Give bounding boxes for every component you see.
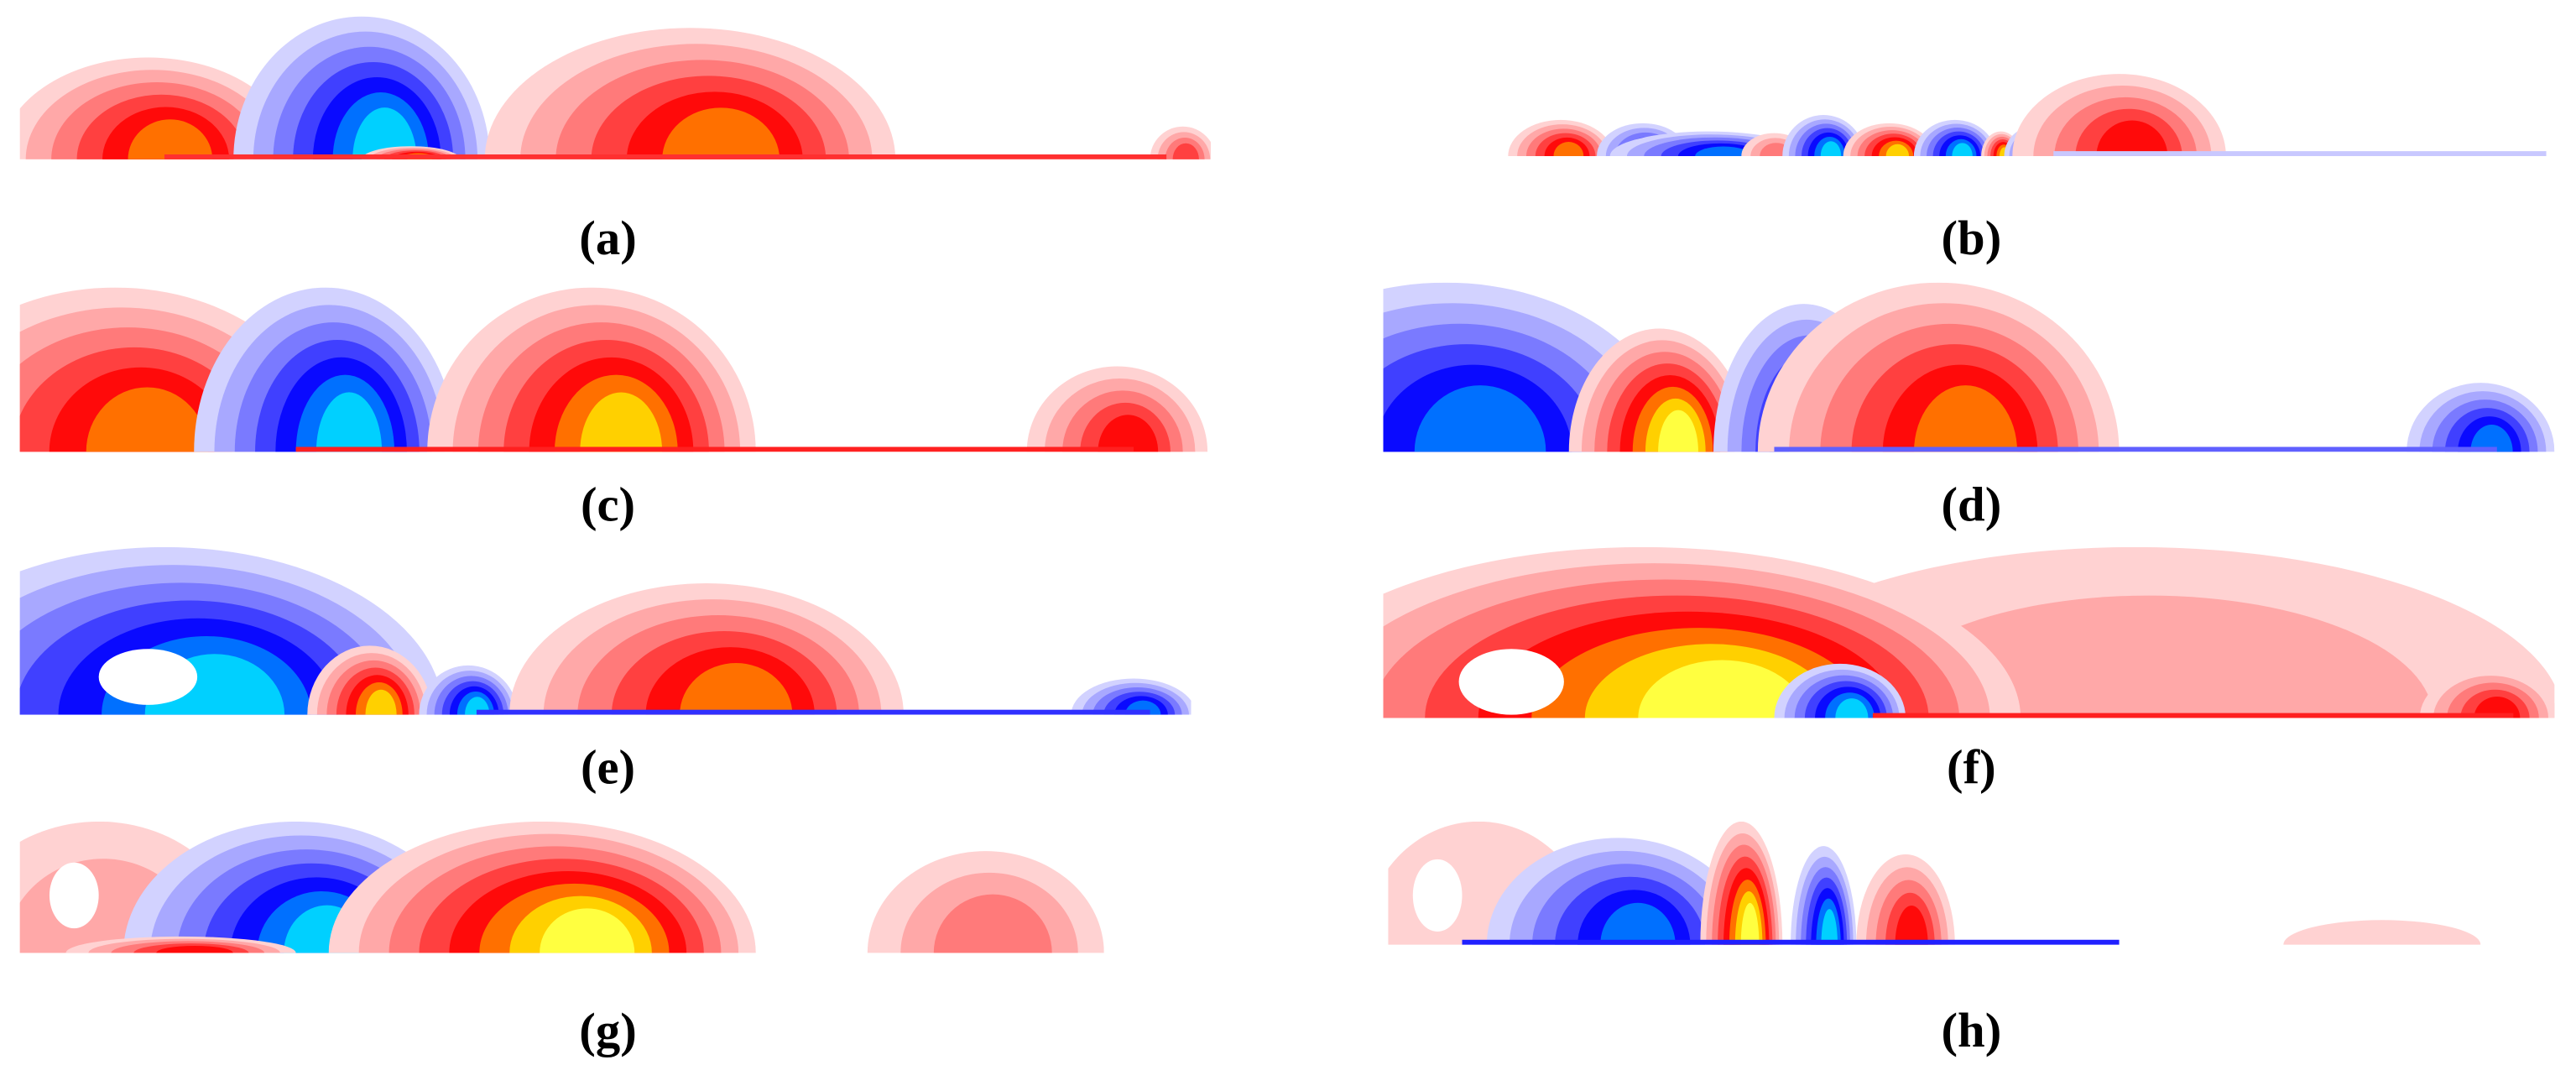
panel-label: (h)	[1941, 1003, 2001, 1057]
contour-level	[1895, 905, 1928, 945]
wall-strip	[2053, 151, 2547, 156]
panel-label: (b)	[1941, 211, 2001, 265]
contour-level	[540, 908, 635, 953]
contour-level	[1820, 141, 1842, 156]
contour-level	[365, 689, 397, 715]
contour-level	[128, 119, 213, 159]
wall-strip	[164, 154, 1167, 159]
contour-level	[1695, 146, 1752, 156]
contour-level	[680, 663, 793, 715]
wall-strip	[476, 709, 1150, 715]
contour-plot	[19, 16, 1211, 159]
contour-plot	[1508, 74, 2547, 156]
panel-label: (e)	[581, 740, 635, 795]
body-outline	[1412, 859, 1463, 932]
panel-label: (a)	[579, 211, 636, 265]
contour-level	[1658, 410, 1698, 452]
contour-plot	[1383, 282, 2555, 452]
contour-level	[2096, 120, 2168, 156]
panel-label: (f)	[1947, 740, 1996, 795]
contour-level	[1172, 143, 1199, 159]
wall-strip	[1462, 939, 2120, 945]
contour-level	[1821, 909, 1838, 945]
contour-level	[1740, 902, 1760, 945]
contour-level	[2470, 425, 2513, 452]
contour-level	[2283, 920, 2481, 945]
wall-strip	[295, 446, 1134, 452]
contour-level	[315, 392, 383, 452]
body-outline	[1458, 649, 1564, 715]
body-outline	[98, 649, 198, 705]
panel-label: (c)	[581, 477, 635, 531]
contour-plot	[19, 546, 1192, 715]
contour-level	[1414, 385, 1546, 452]
panel-label: (g)	[579, 1003, 636, 1057]
body-outline	[49, 862, 99, 929]
contour-plot	[1388, 821, 2481, 945]
contour-level	[2474, 697, 2521, 718]
wall-strip	[1872, 713, 2514, 718]
contour-plot	[19, 287, 1208, 452]
contour-plot	[1383, 546, 2555, 718]
contour-level	[86, 387, 209, 452]
contour-level	[1952, 143, 1973, 156]
contour-level	[1835, 698, 1869, 718]
contour-plot	[19, 821, 1104, 953]
contour-level	[1600, 902, 1676, 945]
contour-level	[1638, 660, 1807, 718]
contour-level	[1553, 142, 1584, 156]
wall-strip	[1774, 446, 2497, 452]
contour-level	[1885, 144, 1910, 156]
contour-level	[156, 945, 233, 953]
contour-level	[580, 392, 663, 452]
contour-level	[662, 107, 780, 159]
contour-level	[352, 107, 417, 159]
panel-label: (d)	[1941, 477, 2001, 531]
contour-level	[1098, 415, 1159, 452]
contour-level	[933, 894, 1052, 953]
contour-level	[1913, 385, 2018, 452]
